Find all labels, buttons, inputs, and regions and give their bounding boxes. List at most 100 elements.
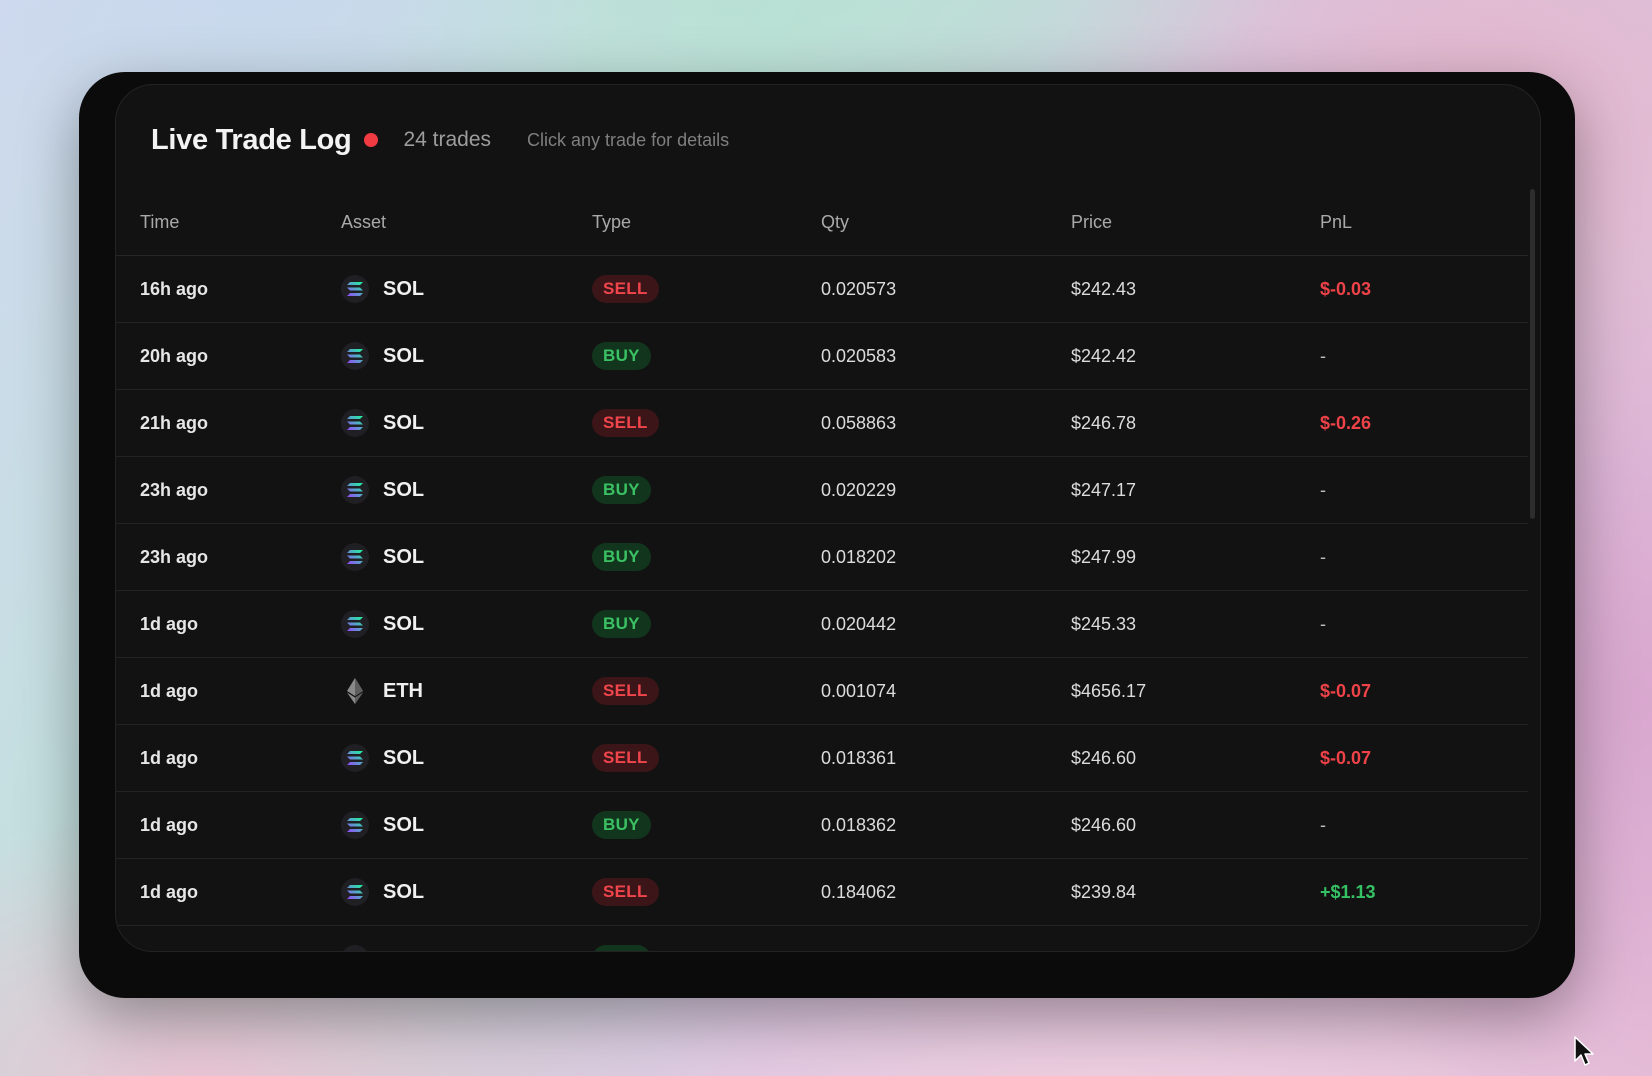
trade-log-panel: Live Trade Log 24 trades Click any trade… — [115, 84, 1541, 952]
trade-qty: 0.018202 — [821, 546, 897, 567]
trade-price: $4656.17 — [1071, 680, 1147, 701]
trade-asset: SOL — [383, 411, 425, 434]
solana-icon — [341, 945, 369, 951]
trade-asset: ETH — [383, 679, 423, 702]
table-row[interactable]: 21h ago SOL SELL 0.058863 $246.78 $-0.26 — [116, 390, 1528, 457]
trade-price: $245.33 — [1071, 613, 1137, 634]
column-header-price: Price — [1071, 211, 1113, 232]
solana-icon — [341, 811, 369, 839]
trade-time: 23h ago — [140, 546, 209, 567]
trade-type-badge: SELL — [592, 275, 659, 303]
column-header-type: Type — [592, 211, 632, 232]
trade-price: $246.60 — [1071, 747, 1137, 768]
trade-pnl: $-0.03 — [1320, 278, 1372, 299]
trade-qty: 0.020573 — [821, 278, 897, 299]
scrollbar-thumb[interactable] — [1530, 189, 1535, 519]
table-row[interactable]: 2d ago SOL BUY 0.005126 $243.29 - — [116, 926, 1528, 952]
solana-icon — [341, 878, 369, 906]
trade-time: 1d ago — [140, 881, 199, 902]
live-indicator-icon — [364, 133, 379, 147]
trade-pnl: - — [1320, 613, 1326, 634]
trade-asset: SOL — [383, 880, 425, 903]
trade-type-badge: SELL — [592, 409, 659, 437]
table-row[interactable]: 1d ago SOL BUY 0.020442 $245.33 - — [116, 591, 1528, 658]
table-row[interactable]: 1d ago ETH SELL 0.001074 $4656.17 $-0.07 — [116, 658, 1528, 725]
hint-text: Click any trade for details — [527, 129, 730, 150]
trade-type-badge: BUY — [592, 811, 651, 839]
trade-asset: SOL — [383, 545, 425, 568]
trade-time: 20h ago — [140, 345, 209, 366]
trade-price: $243.29 — [1071, 949, 1136, 952]
trade-table: Time Asset Type Qty Price PnL 16h ago SO… — [116, 189, 1528, 952]
solana-icon — [341, 610, 369, 638]
trade-qty: 0.184062 — [821, 881, 897, 902]
page-title: Live Trade Log — [151, 123, 352, 156]
trade-qty: 0.005126 — [821, 949, 896, 952]
column-header-time: Time — [140, 211, 180, 232]
trade-price: $247.99 — [1071, 546, 1137, 567]
solana-icon — [341, 744, 369, 772]
solana-icon — [341, 476, 369, 504]
trade-price: $246.60 — [1071, 814, 1137, 835]
trade-price: $246.78 — [1071, 412, 1137, 433]
trade-qty: 0.020442 — [821, 613, 897, 634]
trade-time: 1d ago — [140, 613, 199, 634]
table-row[interactable]: 1d ago SOL SELL 0.018361 $246.60 $-0.07 — [116, 725, 1528, 792]
solana-icon — [341, 275, 369, 303]
trade-type-badge: BUY — [592, 543, 651, 571]
trade-price: $247.17 — [1071, 479, 1137, 500]
trade-asset: SOL — [383, 813, 425, 836]
table-header: Time Asset Type Qty Price PnL — [116, 189, 1528, 256]
trade-asset: SOL — [383, 948, 424, 952]
trade-qty: 0.020583 — [821, 345, 897, 366]
trade-time: 1d ago — [140, 747, 199, 768]
trade-asset: SOL — [383, 746, 425, 769]
table-row[interactable]: 16h ago SOL SELL 0.020573 $242.43 $-0.03 — [116, 256, 1528, 323]
table-row[interactable]: 23h ago SOL BUY 0.020229 $247.17 - — [116, 457, 1528, 524]
column-header-pnl: PnL — [1320, 211, 1353, 232]
trade-pnl: - — [1320, 949, 1326, 952]
trade-asset: SOL — [383, 612, 425, 635]
trade-qty: 0.020229 — [821, 479, 897, 500]
trade-type-badge: BUY — [592, 476, 651, 504]
trade-type-badge: BUY — [592, 945, 651, 951]
solana-icon — [341, 342, 369, 370]
trade-qty: 0.018362 — [821, 814, 897, 835]
trade-count: 24 trades — [403, 128, 492, 151]
trade-asset: SOL — [383, 277, 425, 300]
trade-price: $239.84 — [1071, 881, 1137, 902]
trade-time: 21h ago — [140, 412, 209, 433]
trade-asset: SOL — [383, 344, 425, 367]
table-row[interactable]: 1d ago SOL BUY 0.018362 $246.60 - — [116, 792, 1528, 859]
trade-type-badge: BUY — [592, 342, 651, 370]
trade-type-badge: SELL — [592, 878, 659, 906]
trade-pnl: $-0.07 — [1320, 747, 1372, 768]
trade-qty: 0.018361 — [821, 747, 897, 768]
trade-pnl: - — [1320, 546, 1326, 567]
trade-pnl: $-0.07 — [1320, 680, 1372, 701]
ethereum-icon — [341, 677, 369, 705]
trade-time: 1d ago — [140, 680, 199, 701]
mouse-cursor-icon — [1574, 1036, 1594, 1066]
trade-price: $242.42 — [1071, 345, 1137, 366]
app-window: Live Trade Log 24 trades Click any trade… — [79, 72, 1575, 998]
table-body: 16h ago SOL SELL 0.020573 $242.43 $-0.03… — [116, 256, 1528, 952]
column-header-qty: Qty — [821, 211, 850, 232]
trade-pnl: - — [1320, 479, 1326, 500]
trade-price: $242.43 — [1071, 278, 1137, 299]
column-header-asset: Asset — [341, 211, 387, 232]
table-row[interactable]: 23h ago SOL BUY 0.018202 $247.99 - — [116, 524, 1528, 591]
trade-qty: 0.001074 — [821, 680, 897, 701]
solana-icon — [341, 409, 369, 437]
trade-pnl: - — [1320, 814, 1326, 835]
panel-header: Live Trade Log 24 trades Click any trade… — [151, 113, 729, 167]
table-row[interactable]: 1d ago SOL SELL 0.184062 $239.84 +$1.13 — [116, 859, 1528, 926]
trade-type-badge: SELL — [592, 744, 659, 772]
table-row[interactable]: 20h ago SOL BUY 0.020583 $242.42 - — [116, 323, 1528, 390]
trade-time: 1d ago — [140, 814, 199, 835]
trade-asset: SOL — [383, 478, 425, 501]
trade-pnl: +$1.13 — [1320, 881, 1376, 902]
trade-type-badge: SELL — [592, 677, 659, 705]
trade-time: 23h ago — [140, 479, 209, 500]
trade-pnl: - — [1320, 345, 1326, 366]
